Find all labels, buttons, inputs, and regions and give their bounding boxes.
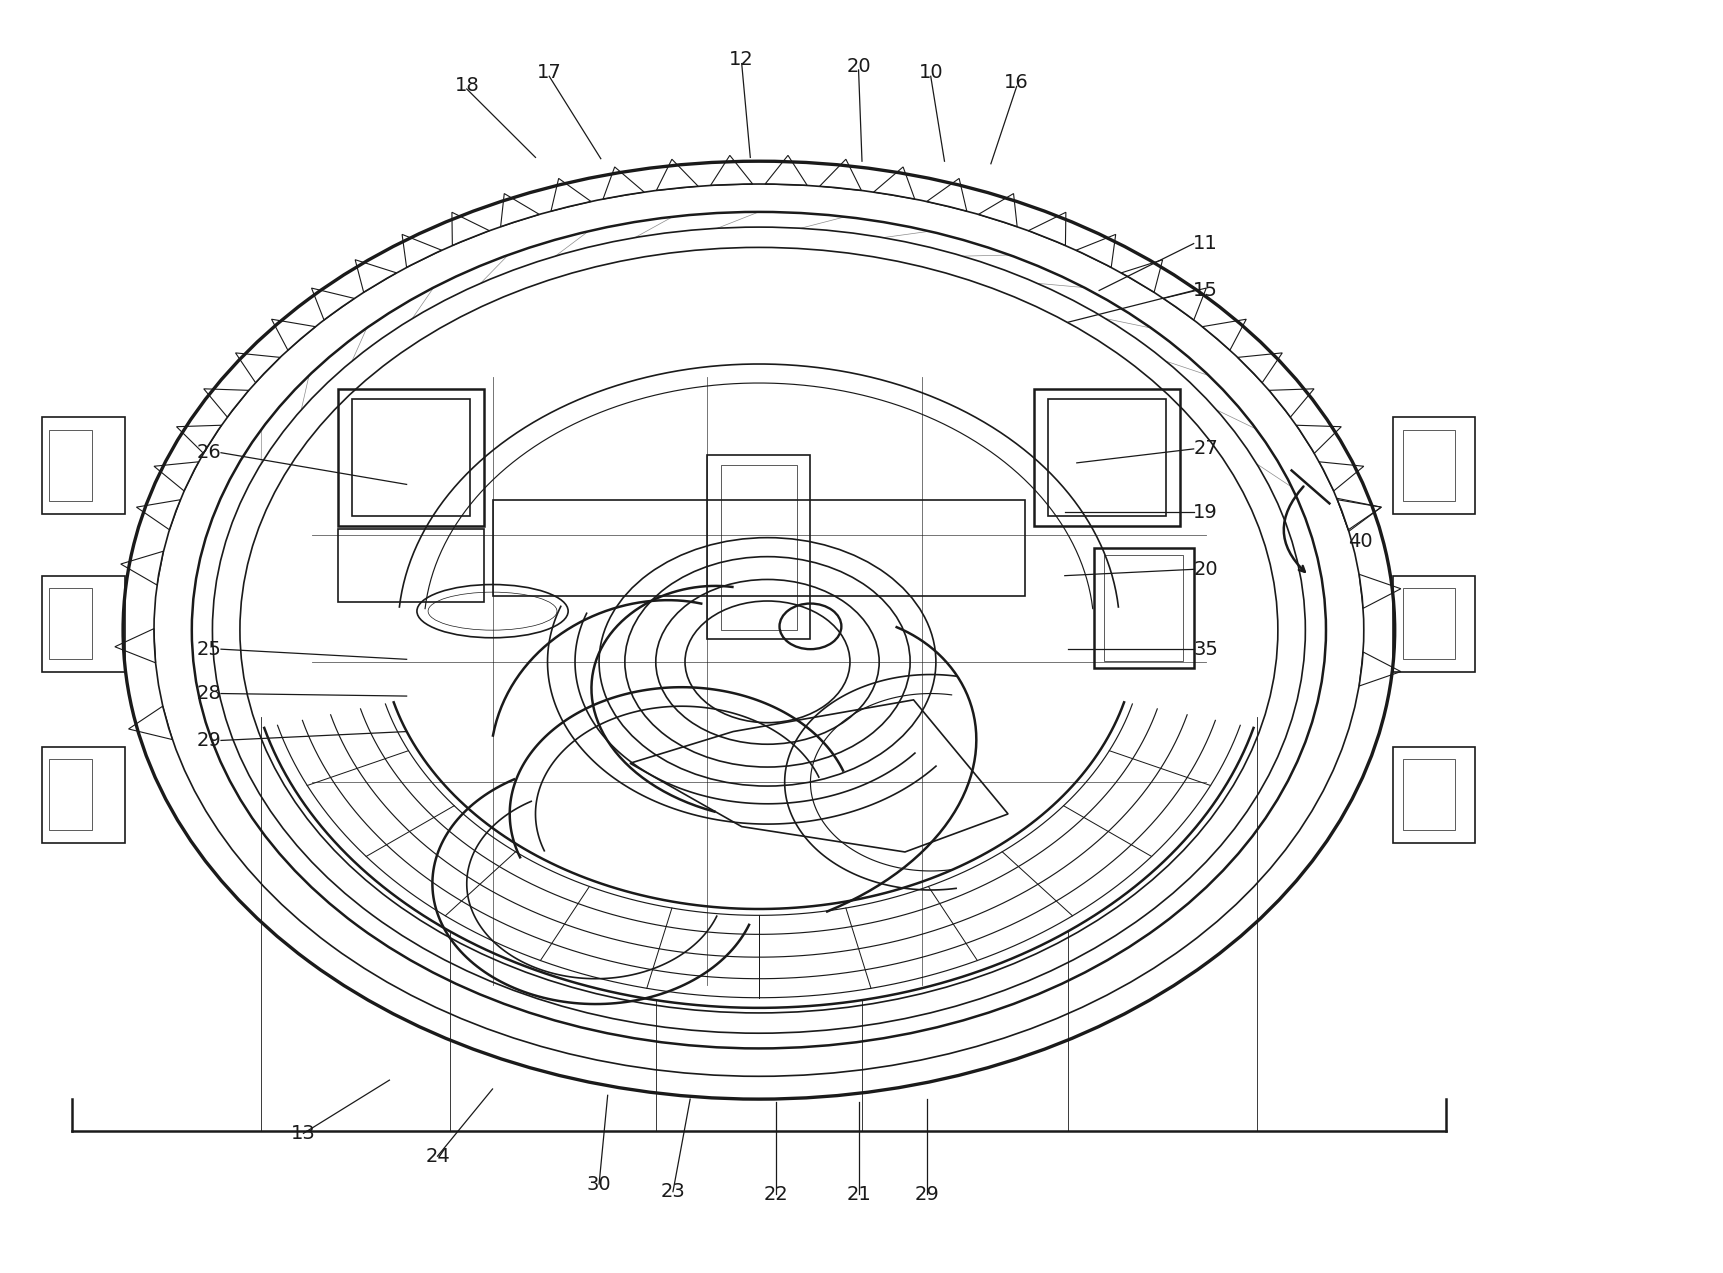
Text: 15: 15	[1192, 281, 1218, 300]
Bar	[43, 575, 124, 672]
Text: 10: 10	[918, 62, 942, 81]
Bar	[50, 430, 91, 500]
Text: 40: 40	[1347, 532, 1372, 551]
Text: 19: 19	[1192, 503, 1218, 522]
Text: 11: 11	[1192, 234, 1218, 253]
Bar	[338, 528, 484, 602]
Bar	[43, 747, 124, 843]
Text: 23: 23	[660, 1183, 686, 1202]
Bar	[1403, 760, 1454, 830]
Text: 25: 25	[196, 639, 221, 658]
Bar	[43, 418, 124, 513]
Text: 29: 29	[915, 1185, 939, 1204]
Text: 12: 12	[729, 51, 753, 69]
Bar	[1094, 547, 1192, 668]
Bar	[1104, 555, 1182, 661]
Text: 18: 18	[455, 75, 479, 94]
Text: 20: 20	[1192, 560, 1216, 579]
Bar	[493, 499, 1025, 596]
Bar	[706, 456, 810, 639]
Bar	[50, 588, 91, 659]
Text: 16: 16	[1005, 73, 1029, 92]
Text: 35: 35	[1192, 639, 1218, 658]
Text: 26: 26	[196, 443, 221, 462]
Bar	[720, 466, 796, 630]
Bar	[1392, 747, 1475, 843]
Text: 24: 24	[426, 1147, 450, 1166]
Text: 27: 27	[1192, 439, 1218, 458]
Text: 20: 20	[846, 57, 870, 75]
Text: 17: 17	[536, 62, 562, 81]
Bar	[50, 760, 91, 830]
Text: 22: 22	[763, 1185, 787, 1204]
Text: 21: 21	[846, 1185, 870, 1204]
Bar	[351, 400, 470, 516]
Bar	[1392, 575, 1475, 672]
Bar	[1403, 588, 1454, 659]
Text: 13: 13	[291, 1124, 315, 1143]
Bar	[1034, 390, 1179, 526]
Bar	[1392, 418, 1475, 513]
Text: 30: 30	[586, 1175, 612, 1194]
Text: 29: 29	[196, 731, 221, 750]
Bar	[1403, 430, 1454, 500]
Bar	[1048, 400, 1165, 516]
Bar	[338, 390, 484, 526]
Text: 28: 28	[196, 684, 221, 703]
